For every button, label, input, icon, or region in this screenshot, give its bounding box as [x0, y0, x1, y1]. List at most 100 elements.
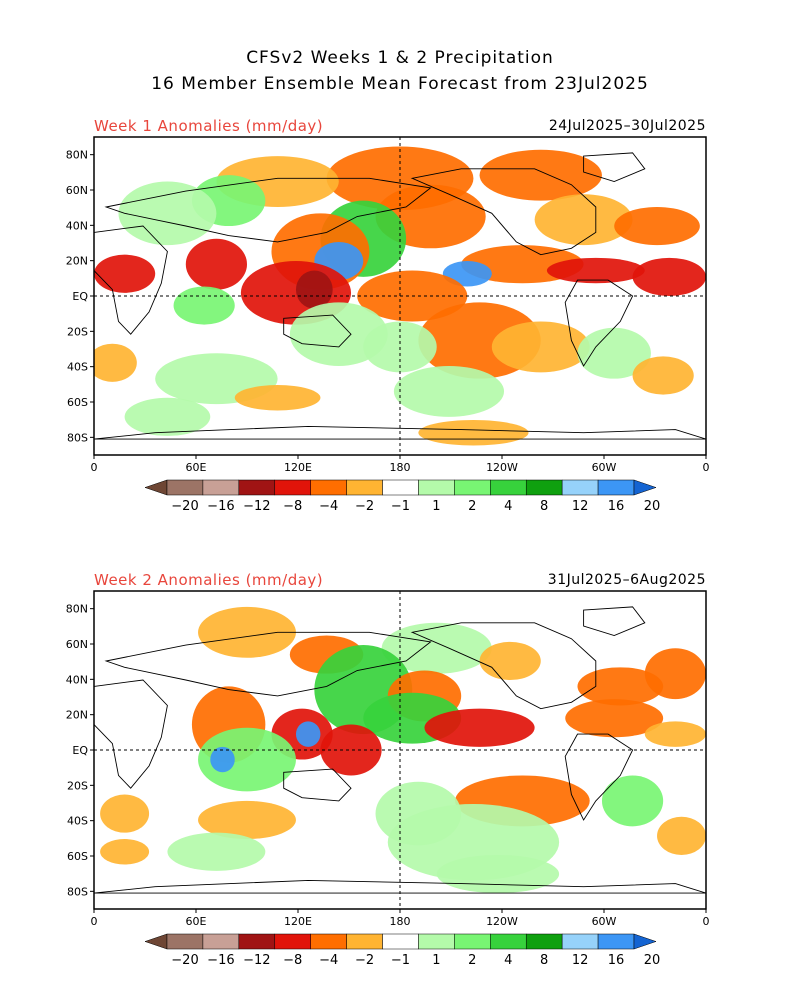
- colorbar-swatch: [561, 933, 599, 950]
- lat-label: EQ: [72, 290, 88, 303]
- lat-label: 20S: [67, 325, 88, 338]
- week1-map: 80N 60N 40N 20N EQ 20S 40S 60S 80S 0 60E 120E 180 120…: [66, 136, 710, 474]
- lat-label: 20N: [66, 255, 88, 268]
- coastline: [410, 622, 597, 710]
- lat-label: 80N: [66, 603, 88, 616]
- colorbar-label: −12: [243, 953, 270, 968]
- lat-label: 80S: [67, 431, 88, 444]
- title-line-1: CFSv2 Weeks 1 & 2 Precipitation: [246, 48, 554, 68]
- lat-label: 60S: [67, 396, 88, 409]
- lon-label: 0: [91, 461, 98, 474]
- anomaly-region: [577, 667, 664, 706]
- anomaly-region: [418, 420, 529, 446]
- week2-map: 80N 60N 40N 20N EQ 20S 40S 60S 80S 0 60E 120E 180 120…: [66, 590, 710, 928]
- colorbar-swatch: [454, 933, 491, 950]
- colorbar-label: −4: [319, 953, 338, 968]
- week2-dates: 31Jul2025–6Aug2025: [547, 572, 706, 588]
- coastline: [564, 733, 634, 821]
- colorbar-swatch: [202, 933, 240, 950]
- anomaly-region: [100, 839, 150, 865]
- coastline: [94, 879, 706, 894]
- week1-title: Week 1 Anomalies (mm/day): [94, 117, 324, 135]
- anomaly-region: [363, 321, 437, 373]
- coastline: [583, 606, 646, 636]
- colorbar-swatch: [310, 933, 347, 950]
- lon-label: 120W: [486, 915, 518, 928]
- lon-label: 60W: [592, 915, 617, 928]
- anomaly-region: [644, 721, 706, 747]
- colorbar-swatch: [597, 933, 635, 950]
- colorbar-label: 12: [572, 953, 589, 968]
- coastline: [104, 177, 432, 243]
- anomaly-region: [565, 699, 664, 738]
- lat-label: 20S: [67, 779, 88, 792]
- colorbar-label: 2: [468, 499, 476, 514]
- week2-colorbar: −20 −16 −12 −8 −4 −2 −1 1 2 4 8 12 16 20: [144, 933, 661, 968]
- colorbar-swatch: [346, 933, 383, 950]
- lon-label: 120E: [284, 461, 312, 474]
- colorbar-label: 20: [644, 953, 661, 968]
- colorbar-swatch: [382, 479, 419, 496]
- coastline: [564, 279, 634, 367]
- colorbar-label: −1: [391, 499, 410, 514]
- lat-label: 80S: [67, 885, 88, 898]
- colorbar-swatch: [238, 933, 276, 950]
- anomaly-region: [614, 206, 700, 246]
- lat-label: EQ: [72, 744, 88, 757]
- colorbar-label: −20: [171, 499, 198, 514]
- coastline: [583, 152, 646, 182]
- colorbar-swatch: [633, 479, 657, 496]
- lat-label: 40N: [66, 673, 88, 686]
- anomaly-region: [124, 397, 211, 436]
- anomaly-region: [424, 708, 535, 747]
- colorbar-swatch: [525, 933, 563, 950]
- colorbar-label: 8: [540, 953, 548, 968]
- lat-label: 40S: [67, 361, 88, 374]
- colorbar-label: −1: [391, 953, 410, 968]
- lat-label: 60N: [66, 638, 88, 651]
- lat-label: 20N: [66, 709, 88, 722]
- colorbar-swatch: [633, 933, 657, 950]
- anomaly-region: [167, 832, 266, 871]
- colorbar-swatch: [597, 479, 635, 496]
- colorbar-label: 16: [608, 953, 625, 968]
- colorbar-label: −12: [243, 499, 270, 514]
- week1-dates: 24Jul2025–30Jul2025: [548, 118, 706, 134]
- anomaly-region: [601, 775, 664, 827]
- lat-label: 40N: [66, 219, 88, 232]
- colorbar-swatch: [144, 933, 168, 950]
- anomaly-region: [100, 794, 150, 833]
- lat-label: 80N: [66, 149, 88, 162]
- anomaly-region: [546, 257, 645, 284]
- anomaly-region: [632, 257, 706, 296]
- lon-label: 60E: [186, 461, 207, 474]
- coastline: [410, 168, 597, 256]
- colorbar-swatch: [454, 479, 491, 496]
- anomaly-region: [198, 800, 296, 840]
- colorbar-swatch: [418, 933, 455, 950]
- anomaly-region: [173, 286, 235, 325]
- lon-label: 60W: [592, 461, 617, 474]
- coastline: [104, 631, 432, 697]
- colorbar-label: −8: [283, 953, 302, 968]
- anomaly-region: [436, 854, 560, 894]
- anomaly-region: [185, 238, 247, 290]
- colorbar-swatch: [144, 479, 168, 496]
- colorbar-label: 20: [644, 499, 661, 514]
- coastline: [94, 679, 168, 789]
- colorbar-label: 16: [608, 499, 625, 514]
- colorbar-label: 12: [572, 499, 589, 514]
- week1-anomaly-field: [94, 146, 706, 446]
- anomaly-region: [381, 622, 492, 674]
- colorbar-swatch: [166, 479, 204, 496]
- colorbar-label: 4: [504, 953, 512, 968]
- lon-label: 60E: [186, 915, 207, 928]
- anomaly-region: [118, 181, 217, 246]
- title-line-2: 16 Member Ensemble Mean Forecast from 23…: [151, 74, 649, 94]
- lat-label: 60N: [66, 184, 88, 197]
- colorbar-swatch: [274, 479, 311, 496]
- colorbar-label: 1: [432, 953, 440, 968]
- colorbar-swatch: [525, 479, 563, 496]
- anomaly-region: [479, 149, 602, 201]
